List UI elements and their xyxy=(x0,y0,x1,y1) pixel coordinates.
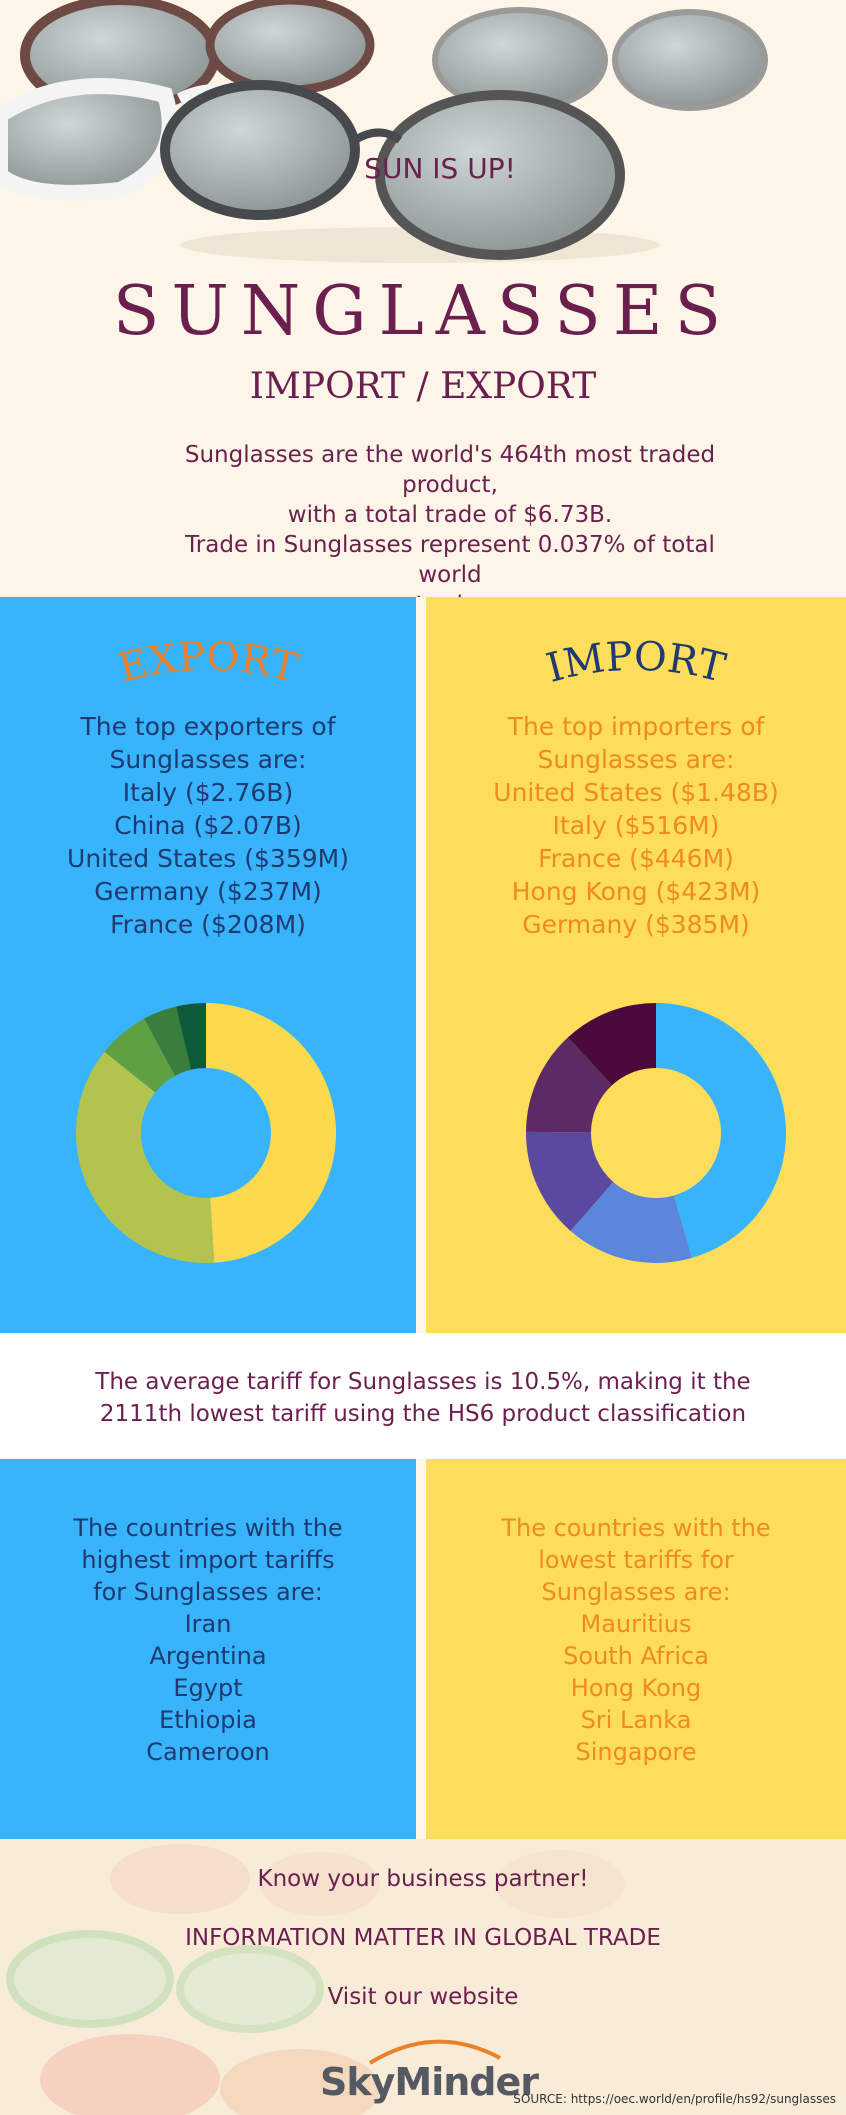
high-tariffs-panel xyxy=(0,1459,416,1839)
low-tariff-line: Mauritius xyxy=(580,1610,692,1638)
export-donut-slice-2 xyxy=(104,1018,176,1093)
information-tagline: INFORMATION MATTER IN GLOBAL TRADE xyxy=(185,1925,661,1951)
source-citation: SOURCE: https://oec.world/en/profile/hs9… xyxy=(513,2092,836,2106)
export-line: Italy ($2.76B) xyxy=(122,778,294,807)
high-tariff-line: Ethiopia xyxy=(159,1706,257,1734)
low-tariff-line: South Africa xyxy=(563,1642,709,1670)
page-title: SUNGLASSES xyxy=(112,272,734,351)
import-donut-chart xyxy=(526,1003,786,1263)
high-tariff-line: Cameroon xyxy=(146,1738,270,1766)
lowest-tariffs-list: The countries with the lowest tariffs fo… xyxy=(456,1512,816,1768)
intro-line: Trade in Sunglasses represent 0.037% of … xyxy=(185,532,715,588)
import-line: Sunglasses are: xyxy=(537,745,735,774)
import-donut-slice-0 xyxy=(656,1003,786,1258)
low-tariff-line: Sri Lanka xyxy=(580,1706,692,1734)
tariff-line: The average tariff for Sunglasses is 10.… xyxy=(95,1369,751,1395)
intro-paragraph: Sunglasses are the world's 464th most tr… xyxy=(150,440,750,620)
low-tariff-line: Hong Kong xyxy=(570,1674,702,1702)
low-tariff-line: The countries with the xyxy=(501,1514,771,1542)
export-line: Germany ($237M) xyxy=(94,877,322,906)
high-tariff-line: highest import tariffs xyxy=(81,1546,335,1574)
panel-divider xyxy=(416,597,426,1333)
low-tariff-line: Sunglasses are: xyxy=(541,1578,731,1606)
low-tariff-line: lowest tariffs for xyxy=(538,1546,734,1574)
average-tariff-text: The average tariff for Sunglasses is 10.… xyxy=(90,1366,756,1430)
tariff-line: 2111th lowest tariff using the HS6 produ… xyxy=(99,1401,747,1427)
tariff-band xyxy=(0,1333,846,1459)
high-tariff-line: Iran xyxy=(184,1610,232,1638)
top-exporters-list: The top exporters of Sunglasses are: Ita… xyxy=(0,710,416,941)
export-donut-slice-3 xyxy=(144,1006,192,1076)
export-donut-slice-4 xyxy=(176,1003,206,1070)
import-line: Germany ($385M) xyxy=(522,910,750,939)
high-tariff-line: Argentina xyxy=(149,1642,267,1670)
visit-website-link[interactable]: Visit our website xyxy=(327,1984,519,2010)
skyminder-logo[interactable]: SkyMinder xyxy=(320,2060,539,2104)
import-donut-slice-2 xyxy=(526,1131,614,1231)
high-tariff-line: The countries with the xyxy=(73,1514,343,1542)
svg-text:IMPORT: IMPORT xyxy=(542,634,730,692)
sun-is-up-label: SUN IS UP! xyxy=(364,152,516,185)
export-line: The top exporters of xyxy=(80,712,336,741)
sunglasses-illustration xyxy=(0,0,768,263)
import-donut-slice-3 xyxy=(526,1037,612,1133)
import-donut-slice-1 xyxy=(570,1181,692,1263)
import-donut-slice-4 xyxy=(567,1003,656,1086)
export-line: United States ($359M) xyxy=(67,844,349,873)
export-donut-slice-0 xyxy=(206,1003,336,1263)
page-subtitle: IMPORT / EXPORT xyxy=(249,366,597,407)
highest-tariffs-list: The countries with the highest import ta… xyxy=(30,1512,386,1768)
import-line: France ($446M) xyxy=(538,844,734,873)
low-tariffs-panel xyxy=(426,1459,846,1839)
export-line: France ($208M) xyxy=(110,910,306,939)
import-line: United States ($1.48B) xyxy=(493,778,779,807)
panel-divider xyxy=(416,1459,426,1839)
top-importers-list: The top importers of Sunglasses are: Uni… xyxy=(426,710,846,941)
import-line: Italy ($516M) xyxy=(552,811,720,840)
export-donut-slice-1 xyxy=(76,1051,215,1263)
high-tariff-line: Egypt xyxy=(173,1674,243,1702)
import-line: The top importers of xyxy=(507,712,765,741)
intro-line: Sunglasses are the world's 464th most tr… xyxy=(184,442,716,498)
import-title: IMPORT xyxy=(542,634,730,692)
high-tariff-line: for Sunglasses are: xyxy=(93,1578,323,1606)
svg-text:EXPORT: EXPORT xyxy=(114,634,303,692)
intro-line: with a total trade of $6.73B. xyxy=(287,502,613,528)
export-donut-chart xyxy=(76,1003,336,1263)
export-line: China ($2.07B) xyxy=(114,811,302,840)
sunglasses-background-illustration xyxy=(6,1844,625,2115)
low-tariff-line: Singapore xyxy=(575,1738,697,1766)
export-title: EXPORT xyxy=(114,634,303,692)
import-line: Hong Kong ($423M) xyxy=(511,877,761,906)
know-partner-text: Know your business partner! xyxy=(257,1866,589,1892)
logo-swoosh-icon xyxy=(368,2039,501,2065)
export-line: Sunglasses are: xyxy=(109,745,307,774)
